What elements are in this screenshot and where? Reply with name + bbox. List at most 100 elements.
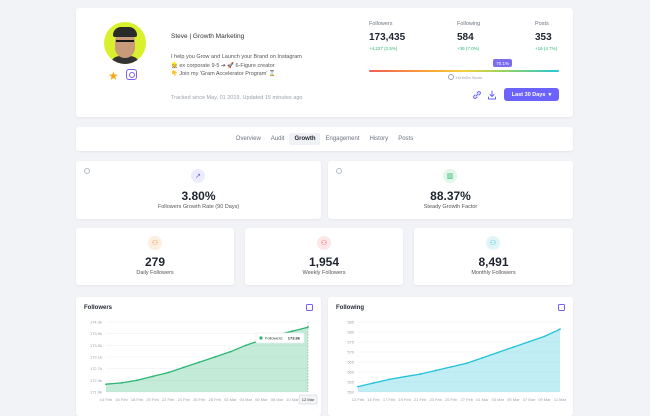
posts-label: Posts — [535, 21, 549, 27]
tab-audit[interactable]: Audit — [270, 136, 285, 142]
data-point[interactable] — [528, 340, 530, 343]
data-point[interactable] — [167, 371, 170, 374]
link-icon[interactable] — [472, 90, 482, 100]
tab-posts[interactable]: Posts — [398, 136, 414, 142]
x-tick-label: 17 Feb — [383, 397, 396, 402]
chart-title: Following — [336, 305, 364, 311]
bio-line: I help you Grow and Launch your Brand on… — [171, 54, 302, 60]
avatar[interactable] — [104, 22, 146, 64]
data-point[interactable] — [465, 362, 468, 365]
info-icon[interactable] — [336, 168, 342, 174]
tab-overview[interactable]: Overview — [235, 136, 261, 142]
data-point[interactable] — [388, 378, 390, 381]
star-icon[interactable]: ★ — [108, 69, 119, 83]
tab-history[interactable]: History — [369, 136, 389, 142]
tracked-since-text: Tracked since May, 01 2019. Updated 15 m… — [171, 95, 303, 101]
x-tick-label: 16 Feb — [115, 397, 128, 402]
followers-chart[interactable]: 174.3k 173.9k 173.5k 173.1k 172.7k 172.3k 171.… — [76, 297, 321, 416]
x-tick-label: 23 Feb — [429, 397, 442, 402]
followers-value: 173,435 — [369, 32, 406, 43]
info-icon[interactable] — [84, 168, 90, 174]
data-point[interactable] — [496, 351, 499, 354]
following-stat: Following 584 +36 (7.0%) — [457, 21, 480, 51]
data-point[interactable] — [136, 379, 138, 382]
x-tick-label: 10 Mar — [286, 397, 299, 402]
metric-label: Weekly Followers — [302, 270, 346, 276]
data-point[interactable] — [559, 328, 561, 331]
following-label: Following — [457, 21, 481, 27]
data-point[interactable] — [244, 344, 247, 347]
data-point[interactable] — [543, 335, 546, 338]
y-tick-label: 173.5k — [90, 343, 102, 348]
following-chart[interactable]: 585 580 575 570 565 560 555 550 13 Feb 15 Feb 17 F… — [328, 297, 573, 416]
data-point[interactable] — [307, 326, 309, 329]
score-badge: 70.1% — [493, 59, 512, 67]
x-tick-label: 25 Feb — [445, 397, 458, 402]
series-line — [357, 328, 561, 388]
tab-engagement[interactable]: Engagement — [325, 136, 360, 142]
data-point[interactable] — [213, 356, 216, 358]
x-tick-label: 11 Mar — [554, 397, 567, 402]
data-point[interactable] — [151, 375, 154, 378]
x-tick-label: 15 Feb — [367, 397, 380, 402]
followers-growth-rate-card: ↗ 3.80% Followers Growth Rate (90 Days) — [76, 161, 321, 219]
data-point[interactable] — [357, 385, 359, 388]
data-point[interactable] — [229, 350, 232, 353]
following-value: 584 — [457, 32, 474, 43]
data-point[interactable] — [403, 375, 406, 378]
posts-value: 353 — [535, 32, 552, 43]
tab-growth[interactable]: Growth — [289, 133, 321, 145]
data-point[interactable] — [198, 361, 201, 364]
followers-stat: Followers 173,435 +4,227 (2.5%) — [369, 21, 405, 51]
x-tick-label: 08 Mar — [271, 397, 284, 402]
y-tick-label: 172.3k — [90, 378, 102, 383]
x-tick-label: 21 Feb — [414, 397, 427, 402]
x-tick-label: 13 Feb — [352, 397, 365, 402]
data-point[interactable] — [434, 369, 437, 372]
metric-value: 8,491 — [478, 255, 509, 269]
monthly-followers-card: ⚇ 8,491 Monthly Followers — [414, 228, 573, 285]
data-point[interactable] — [182, 366, 185, 369]
data-point[interactable] — [512, 346, 515, 349]
x-tick-label: 22 Feb — [162, 397, 175, 402]
metric-label: Followers Growth Rate (90 Days) — [157, 204, 240, 210]
x-tick-label: 27 Feb — [461, 397, 474, 402]
data-point[interactable] — [291, 330, 294, 332]
data-point[interactable] — [120, 382, 123, 384]
x-tick-label: 05 Mar — [507, 397, 520, 402]
x-tick-label: 09 Mar — [538, 397, 551, 402]
y-tick-label: 570 — [347, 350, 354, 355]
calendar-icon[interactable] — [306, 304, 313, 311]
x-tick-label: 07 Mar — [523, 397, 536, 402]
metric-value: 279 — [144, 255, 166, 269]
trend-up-icon: ↗ — [191, 169, 205, 183]
x-tick-label: 03 Mar — [492, 397, 505, 402]
x-tick-label: 01 Mar — [476, 397, 489, 402]
steady-growth-factor-card: ▥ 88.37% Steady Growth Factor — [328, 161, 573, 219]
tooltip-series: Followers: — [265, 336, 283, 341]
followers-label: Followers — [369, 21, 393, 27]
data-point[interactable] — [450, 365, 453, 368]
bio-line: 👇 Join my 'Gram Accelerator Program' ⌛ — [171, 71, 276, 77]
data-point[interactable] — [419, 373, 422, 375]
y-tick-label: 560 — [347, 370, 354, 375]
metric-label: Steady Growth Factor — [423, 204, 478, 210]
tooltip-value: 173.8k — [288, 336, 301, 341]
users-icon: ⚇ — [486, 236, 500, 250]
y-tick-label: 171.9k — [90, 390, 102, 395]
instagram-icon[interactable] — [126, 69, 137, 80]
following-change: +36 (7.0%) — [457, 46, 480, 51]
metric-value: 1,954 — [308, 255, 340, 269]
x-tick-label: 04 Mar — [240, 397, 253, 402]
download-icon[interactable] — [487, 90, 497, 100]
y-tick-label: 555 — [347, 380, 354, 385]
y-tick-label: 575 — [347, 340, 354, 345]
calendar-icon[interactable] — [558, 304, 565, 311]
data-point[interactable] — [372, 382, 375, 384]
tab-bar: Overview Audit Growth Engagement History… — [76, 127, 573, 151]
data-point[interactable] — [481, 356, 484, 359]
data-point[interactable] — [105, 383, 107, 386]
series-area — [358, 329, 560, 392]
metric-label: Monthly Followers — [471, 270, 516, 276]
date-range-button[interactable]: Last 30 Days ▾ — [504, 88, 559, 101]
